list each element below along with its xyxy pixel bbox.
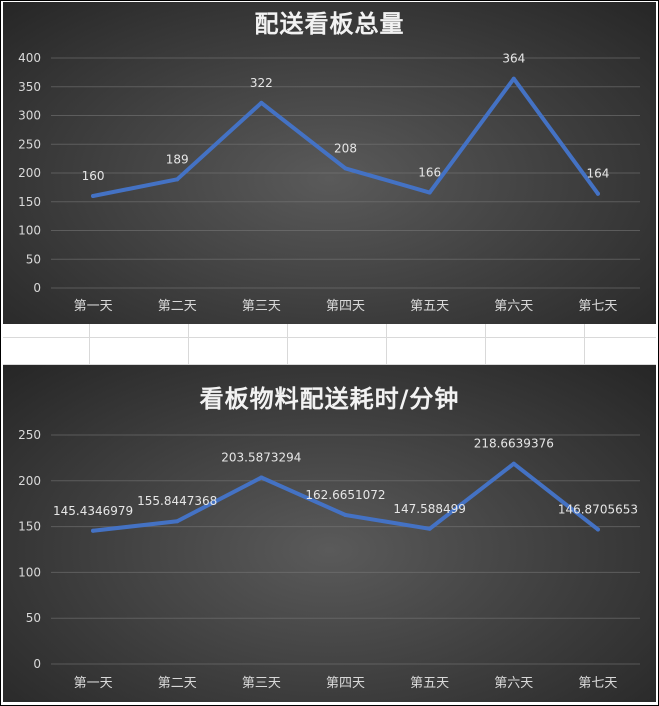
- data-point: [511, 461, 516, 466]
- delivery-time-plot: 0 50 100 150 200 250 第一天 第二天 第三天 第四天 第五天 第六天 第七天 145.…: [18, 428, 640, 691]
- x-tick-label: 第五天: [410, 299, 449, 314]
- x-tick-label: 第四天: [326, 676, 365, 691]
- chart-title: 配送看板总量: [254, 10, 405, 38]
- delivery-total-chart[interactable]: 配送看板总量 0 50 100 150 200 250 300 350 400 第一天 第二天 第三天…: [3, 2, 656, 324]
- y-tick-label: 150: [18, 520, 41, 534]
- x-tick-label: 第三天: [242, 676, 281, 691]
- y-tick-label: 400: [18, 51, 41, 65]
- y-tick-label: 50: [26, 252, 41, 266]
- y-tick-label: 350: [18, 80, 41, 94]
- data-label: 203.5873294: [221, 451, 301, 465]
- data-point: [595, 527, 600, 532]
- data-point: [343, 512, 348, 517]
- data-point: [259, 475, 264, 480]
- data-label: 218.6639376: [474, 437, 554, 451]
- delivery-time-chart[interactable]: 看板物料配送耗时/分钟 0 50 100 150 200 250 第一天 第二天 第三天 第四天 第…: [3, 365, 656, 702]
- data-label: 162.6651072: [305, 488, 385, 502]
- data-label: 147.588499: [393, 502, 466, 516]
- y-tick-label: 0: [33, 281, 41, 295]
- data-label: 189: [166, 152, 189, 166]
- y-tick-label: 250: [18, 428, 41, 442]
- spreadsheet-cells: [3, 324, 656, 365]
- data-point: [91, 528, 96, 533]
- data-label: 322: [250, 76, 273, 90]
- data-point: [175, 519, 180, 524]
- data-label: 208: [334, 141, 357, 155]
- data-label: 166: [418, 166, 441, 180]
- data-label: 155.8447368: [137, 494, 217, 508]
- data-label: 145.4346979: [53, 504, 133, 518]
- x-tick-label: 第一天: [74, 676, 113, 691]
- series-line: [91, 76, 600, 198]
- y-tick-label: 300: [18, 109, 41, 123]
- data-point: [175, 177, 180, 182]
- y-tick-label: 50: [26, 611, 41, 625]
- y-tick-label: 250: [18, 137, 41, 151]
- data-label: 160: [82, 169, 105, 183]
- x-tick-label: 第五天: [410, 676, 449, 691]
- data-point: [91, 194, 96, 198]
- y-tick-label: 200: [18, 474, 41, 488]
- data-point: [427, 190, 432, 195]
- x-tick-label: 第四天: [326, 299, 365, 314]
- data-point: [595, 191, 600, 196]
- x-tick-label: 第六天: [494, 676, 533, 691]
- y-tick-label: 0: [33, 657, 41, 671]
- x-tick-label: 第一天: [74, 299, 113, 314]
- x-tick-label: 第二天: [158, 299, 197, 314]
- y-tick-label: 200: [18, 166, 41, 180]
- y-tick-label: 100: [18, 224, 41, 238]
- data-label: 146.8705653: [558, 502, 638, 516]
- delivery-total-plot: 0 50 100 150 200 250 300 350 400 第一天 第二天 第三天 第四天 第五天 第…: [18, 51, 640, 314]
- data-point: [259, 100, 264, 105]
- chart-title: 看板物料配送耗时/分钟: [199, 385, 460, 413]
- x-tick-label: 第六天: [494, 299, 533, 314]
- x-tick-label: 第二天: [158, 676, 197, 691]
- data-point: [343, 166, 348, 171]
- y-tick-label: 150: [18, 195, 41, 209]
- x-tick-label: 第七天: [578, 676, 617, 691]
- x-tick-label: 第七天: [578, 299, 617, 314]
- data-point: [427, 526, 432, 531]
- data-label: 364: [502, 52, 525, 66]
- data-point: [511, 76, 516, 81]
- data-label: 164: [586, 167, 609, 181]
- y-tick-label: 100: [18, 565, 41, 579]
- x-tick-label: 第三天: [242, 299, 281, 314]
